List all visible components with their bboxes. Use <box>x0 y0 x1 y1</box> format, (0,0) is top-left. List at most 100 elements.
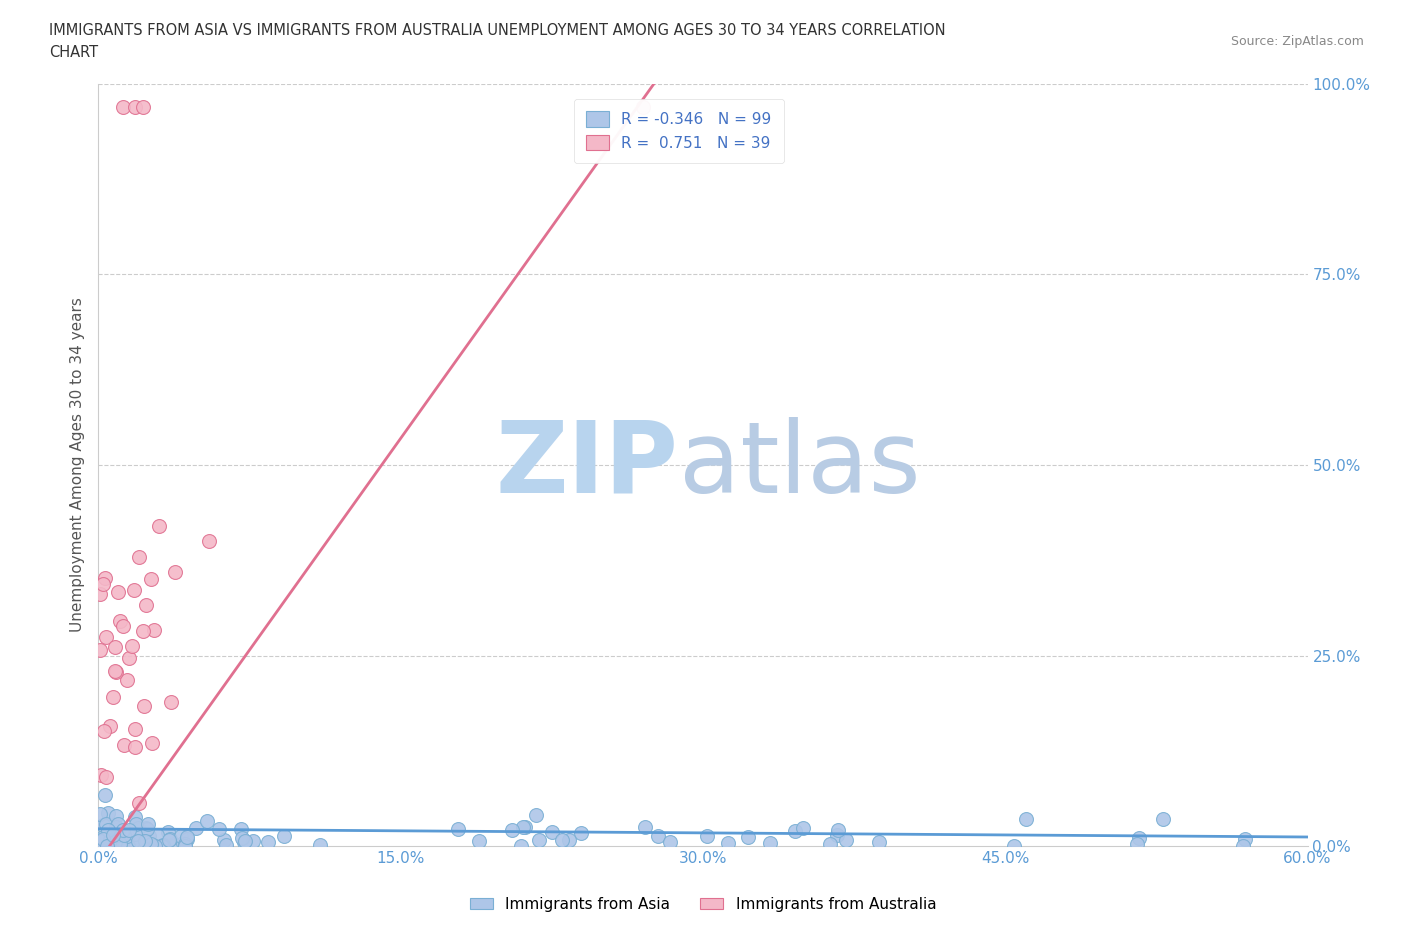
Point <box>107 584 129 599</box>
Point <box>90 833 112 848</box>
Point <box>818 836 841 851</box>
Point <box>512 819 534 834</box>
Point <box>198 534 221 549</box>
Point <box>89 587 111 602</box>
Point <box>98 718 121 733</box>
Point <box>97 805 120 820</box>
Point <box>825 828 848 843</box>
Point <box>717 836 740 851</box>
Point <box>90 768 112 783</box>
Point <box>696 829 718 844</box>
Point <box>135 821 157 836</box>
Point <box>94 630 117 644</box>
Point <box>233 833 256 848</box>
Point <box>527 832 550 847</box>
Point <box>541 825 564 840</box>
Y-axis label: Unemployment Among Ages 30 to 34 years: Unemployment Among Ages 30 to 34 years <box>69 298 84 632</box>
Point <box>174 839 197 854</box>
Point <box>515 819 537 834</box>
Point <box>124 722 146 737</box>
Point <box>659 834 682 849</box>
Point <box>96 839 118 854</box>
Point <box>186 820 208 835</box>
Point <box>232 835 254 850</box>
Point <box>107 828 129 843</box>
Point <box>111 618 134 633</box>
Point <box>111 100 134 114</box>
Point <box>93 831 115 846</box>
Point <box>509 838 531 853</box>
Point <box>170 829 193 844</box>
Point <box>124 817 146 831</box>
Point <box>124 809 146 824</box>
Point <box>143 839 166 854</box>
Point <box>118 822 141 837</box>
Point <box>634 819 657 834</box>
Point <box>136 817 159 831</box>
Point <box>134 834 156 849</box>
Point <box>105 819 128 834</box>
Point <box>145 828 167 843</box>
Point <box>111 823 134 838</box>
Point <box>139 572 162 587</box>
Point <box>159 695 181 710</box>
Point <box>108 614 131 629</box>
Point <box>208 822 231 837</box>
Point <box>1002 839 1025 854</box>
Point <box>1233 832 1256 847</box>
Point <box>783 824 806 839</box>
Point <box>115 673 138 688</box>
Point <box>195 813 218 828</box>
Legend: R = -0.346   N = 99, R =  0.751   N = 39: R = -0.346 N = 99, R = 0.751 N = 39 <box>574 99 783 163</box>
Text: Source: ZipAtlas.com: Source: ZipAtlas.com <box>1230 35 1364 48</box>
Point <box>138 829 160 844</box>
Point <box>135 598 157 613</box>
Point <box>110 837 132 852</box>
Point <box>93 724 115 738</box>
Point <box>104 640 127 655</box>
Point <box>128 796 150 811</box>
Point <box>647 829 669 844</box>
Point <box>127 834 149 849</box>
Point <box>468 833 491 848</box>
Point <box>157 832 180 847</box>
Point <box>117 839 139 854</box>
Point <box>91 577 114 591</box>
Point <box>308 838 330 853</box>
Point <box>447 821 470 836</box>
Point <box>835 832 858 847</box>
Point <box>142 622 165 637</box>
Point <box>105 664 128 679</box>
Point <box>131 624 153 639</box>
Point <box>122 833 145 848</box>
Point <box>1128 830 1150 845</box>
Point <box>631 100 654 114</box>
Point <box>112 828 135 843</box>
Text: IMMIGRANTS FROM ASIA VS IMMIGRANTS FROM AUSTRALIA UNEMPLOYMENT AMONG AGES 30 TO : IMMIGRANTS FROM ASIA VS IMMIGRANTS FROM … <box>49 23 946 38</box>
Point <box>231 830 253 845</box>
Point <box>89 807 111 822</box>
Point <box>157 824 180 839</box>
Point <box>132 100 155 114</box>
Point <box>163 565 186 579</box>
Point <box>124 739 146 754</box>
Point <box>176 830 198 844</box>
Point <box>91 830 114 844</box>
Point <box>89 834 111 849</box>
Point <box>105 809 128 824</box>
Point <box>135 821 157 836</box>
Point <box>256 834 278 849</box>
Point <box>273 829 295 844</box>
Point <box>152 838 174 853</box>
Point <box>524 807 547 822</box>
Point <box>141 736 163 751</box>
Point <box>134 698 156 713</box>
Point <box>124 827 146 842</box>
Point <box>1015 812 1038 827</box>
Text: ZIP: ZIP <box>496 417 679 513</box>
Point <box>96 823 118 838</box>
Point <box>104 663 127 678</box>
Point <box>214 833 236 848</box>
Point <box>107 817 129 831</box>
Point <box>569 826 592 841</box>
